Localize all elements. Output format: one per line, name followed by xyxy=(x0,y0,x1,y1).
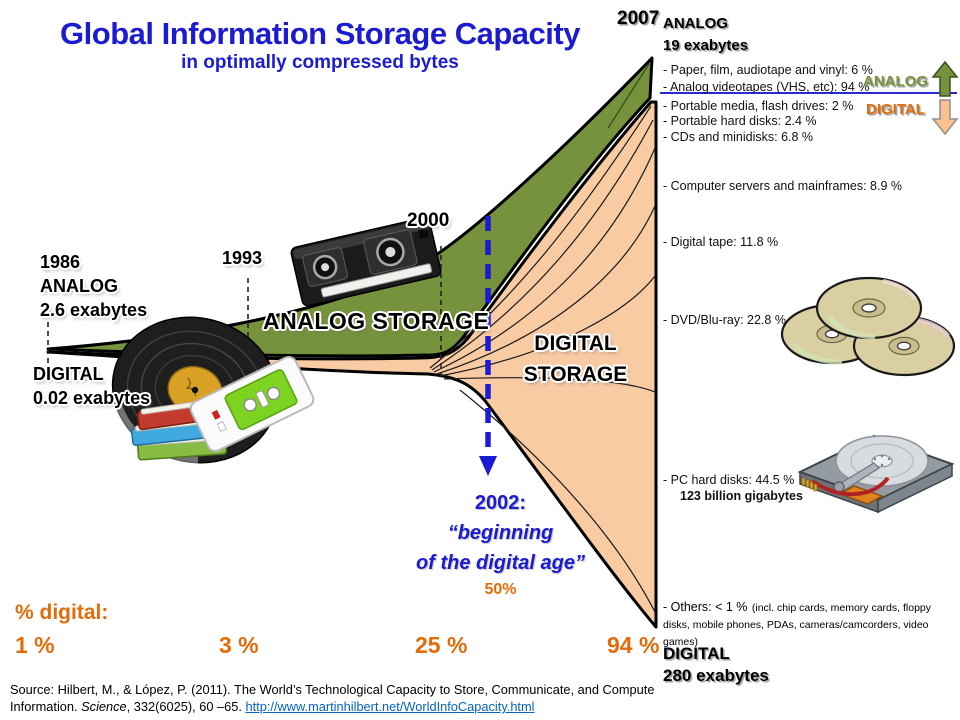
journal-name: Science xyxy=(81,699,127,715)
milestone-quote-line1: “beginning xyxy=(447,522,554,544)
pc-hard-disk-note: 123 billion gigabytes xyxy=(680,489,803,503)
percent-digital-2007: 94 % xyxy=(607,632,660,658)
hard-disk-icon xyxy=(797,434,955,514)
digital-item-others: - Others: < 1 % (incl. chip cards, memor… xyxy=(663,600,932,648)
digital-age-arrow xyxy=(479,216,497,476)
digital-item: - DVD/Blu-ray: 22.8 % xyxy=(663,313,786,327)
digital-item: - Portable hard disks: 2.4 % xyxy=(663,114,817,128)
year-marker-lines xyxy=(47,246,442,377)
start-digital-block: DIGITAL 0.02 exabytes xyxy=(33,362,150,410)
percent-digital-2000: 25 % xyxy=(415,632,468,658)
start-digital-value: 0.02 exabytes xyxy=(33,388,151,408)
percent-digital-label: % digital: xyxy=(15,601,109,624)
cassette-icon xyxy=(189,356,315,452)
analog-media-illustration xyxy=(111,316,315,465)
analog-item: - Paper, film, audiotape and vinyl: 6 % xyxy=(663,63,873,77)
digital-item: - Computer servers and mainframes: 8.9 % xyxy=(663,179,902,193)
start-analog-value: 2.6 exabytes xyxy=(40,300,148,320)
milestone-2002-block: 2002: “beginning of the digital age” 50% xyxy=(378,492,623,599)
digital-category-dividers xyxy=(429,105,656,613)
legend-digital-label: DIGITAL xyxy=(866,101,925,118)
cds-icon xyxy=(780,276,956,377)
analog-item: - Analog videotapes (VHS, etc): 94 % xyxy=(663,80,870,94)
year-1993-label: 1993 xyxy=(222,248,263,268)
digital-item: - CDs and minidisks: 6.8 % xyxy=(663,130,814,144)
digital-item: - Digital tape: 11.8 % xyxy=(663,235,779,249)
legend-analog-label: ANALOG xyxy=(863,73,928,90)
end-analog-label: ANALOG xyxy=(663,15,728,32)
source-citation: Source: Hilbert, M., & López, P. (2011).… xyxy=(10,682,655,715)
percent-digital-1993: 3 % xyxy=(219,632,259,658)
digital-band-shape xyxy=(46,100,658,629)
percent-digital-1986: 1 % xyxy=(15,632,55,658)
analog-category-divider xyxy=(607,63,650,129)
source-link[interactable]: http://www.martinhilbert.net/WorldInfoCa… xyxy=(245,699,535,715)
end-digital-value: 280 exabytes xyxy=(663,666,769,685)
analog-storage-label: ANALOG STORAGE xyxy=(263,308,490,334)
end-analog-value: 19 exabytes xyxy=(663,37,749,54)
start-digital-label: DIGITAL xyxy=(33,364,104,384)
milestone-percent: 50% xyxy=(484,581,517,598)
arrow-up-icon xyxy=(931,60,959,97)
start-analog-label: ANALOG xyxy=(40,276,118,296)
end-digital-label: DIGITAL xyxy=(663,644,730,663)
start-year-block: 1986 ANALOG 2.6 exabytes xyxy=(40,250,147,322)
vhs-tape-icon xyxy=(290,217,442,307)
page-subtitle: in optimally compressed bytes xyxy=(181,52,459,73)
page-title: Global Information Storage Capacity xyxy=(60,16,580,51)
digital-storage-label: DIGITAL STORAGE xyxy=(523,332,628,386)
milestone-year: 2002: xyxy=(474,492,527,514)
digital-item: - Portable media, flash drives: 2 % xyxy=(663,99,854,113)
start-year: 1986 xyxy=(40,252,81,272)
milestone-quote-line2: of the digital age” xyxy=(416,552,585,574)
digital-item: - PC hard disks: 44.5 % xyxy=(663,473,795,487)
year-2000-label: 2000 xyxy=(407,210,450,231)
end-year-label: 2007 xyxy=(617,8,660,29)
arrow-down-icon xyxy=(931,99,959,136)
